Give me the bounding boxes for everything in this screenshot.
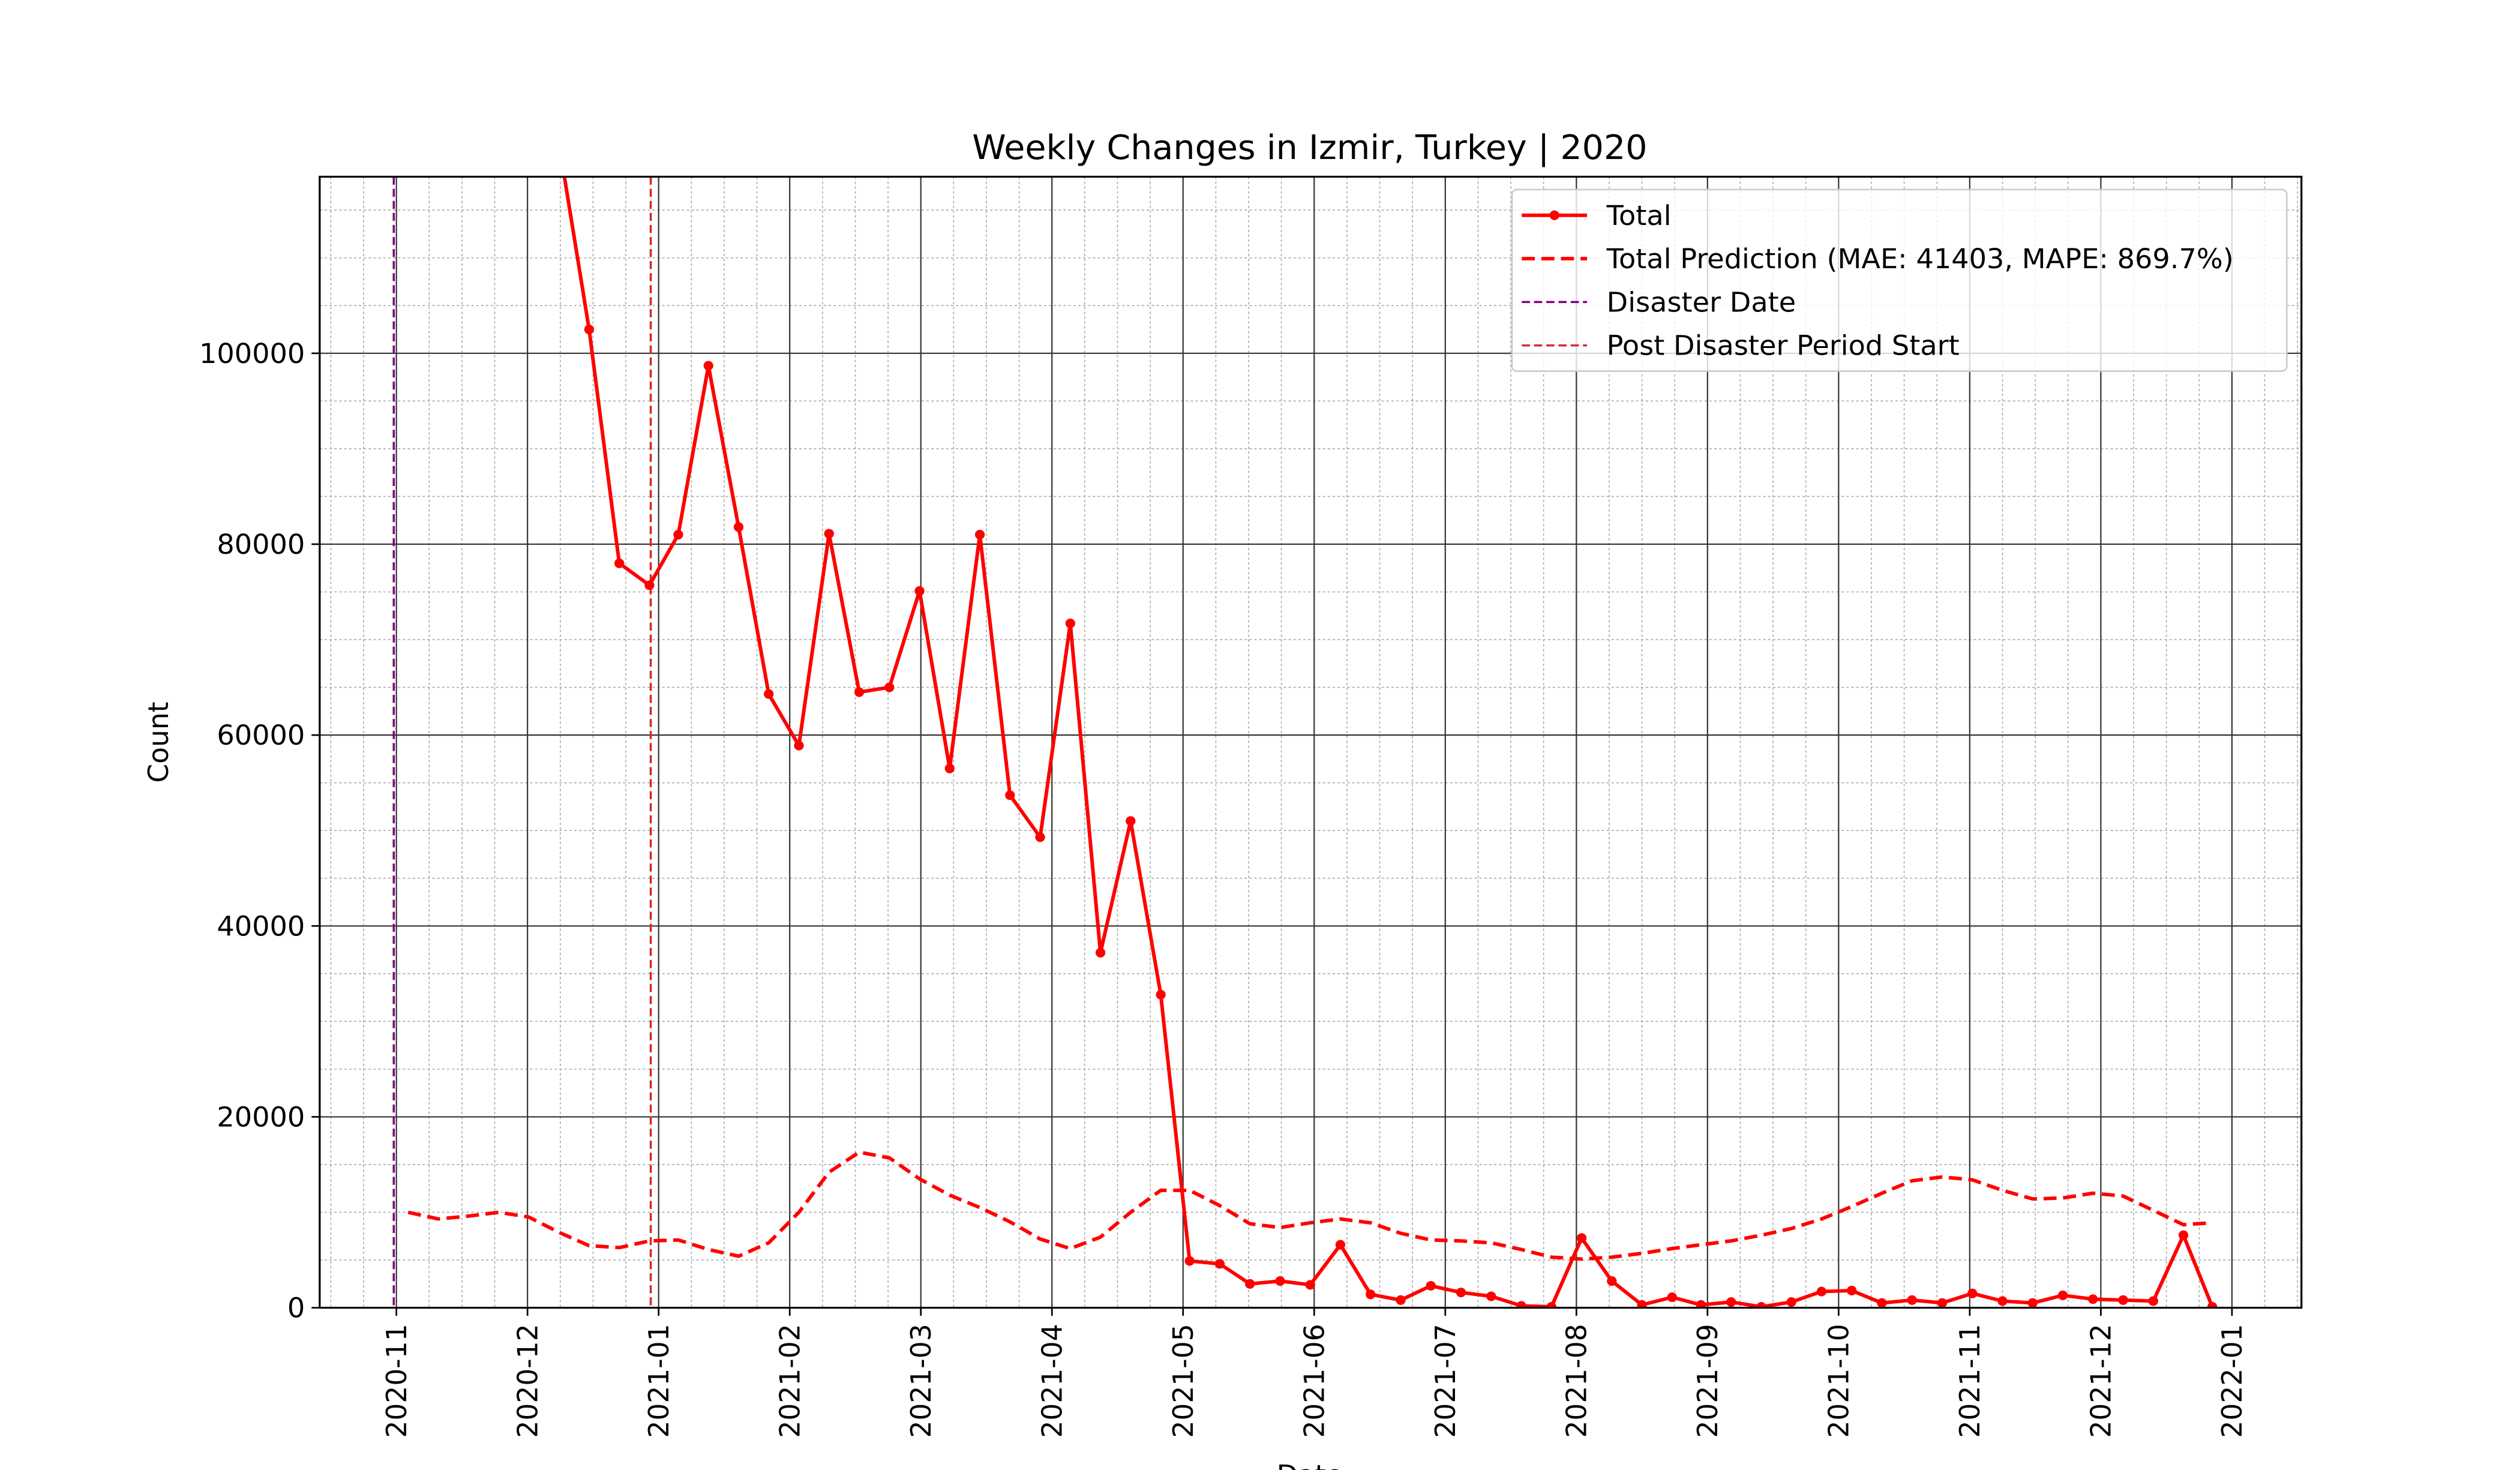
data-point bbox=[1907, 1295, 1917, 1305]
x-tick-label: 2021-04 bbox=[1036, 1324, 1068, 1438]
x-tick-label: 2021-12 bbox=[2084, 1324, 2117, 1438]
legend-label: Total Prediction (MAE: 41403, MAPE: 869.… bbox=[1606, 242, 2234, 275]
y-tick-label: 0 bbox=[287, 1292, 305, 1324]
x-tick-label: 2021-07 bbox=[1429, 1324, 1462, 1438]
x-tick-label: 2021-01 bbox=[643, 1324, 675, 1438]
data-point bbox=[584, 325, 595, 335]
legend-label: Total bbox=[1606, 199, 1672, 232]
data-point bbox=[1214, 1259, 1225, 1269]
x-tick-label: 2021-11 bbox=[1954, 1324, 1986, 1438]
data-point bbox=[1095, 947, 1106, 958]
chart-title: Weekly Changes in Izmir, Turkey | 2020 bbox=[972, 128, 1647, 167]
data-point bbox=[1756, 1301, 1766, 1308]
y-tick-label: 100000 bbox=[199, 337, 305, 370]
x-axis-label: Date bbox=[1277, 1459, 1343, 1470]
legend-label: Post Disaster Period Start bbox=[1607, 329, 1960, 362]
data-point bbox=[1546, 1301, 1556, 1308]
data-point bbox=[1156, 989, 1166, 1000]
x-tick-label: 2021-05 bbox=[1167, 1324, 1199, 1438]
data-point bbox=[1516, 1301, 1526, 1308]
data-point bbox=[1786, 1297, 1796, 1307]
data-point bbox=[1366, 1289, 1376, 1300]
data-point bbox=[1576, 1233, 1587, 1243]
data-point bbox=[2207, 1301, 2218, 1308]
data-point bbox=[1997, 1296, 2008, 1306]
data-point bbox=[1877, 1298, 1887, 1308]
legend-swatch-marker bbox=[1549, 210, 1559, 220]
data-point bbox=[794, 740, 804, 751]
data-point bbox=[1667, 1292, 1677, 1303]
plot-frame bbox=[319, 175, 2303, 1309]
data-point bbox=[1275, 1276, 1285, 1286]
data-point bbox=[944, 763, 955, 773]
plot-area bbox=[392, 176, 2218, 1308]
x-tick-label: 2022-01 bbox=[2216, 1324, 2248, 1438]
data-point bbox=[1937, 1298, 1948, 1308]
data-point bbox=[2178, 1230, 2189, 1240]
y-tick-label: 40000 bbox=[217, 910, 305, 943]
x-tick-label: 2021-09 bbox=[1691, 1324, 1724, 1438]
legend-label: Disaster Date bbox=[1607, 286, 1796, 319]
y-tick-label: 60000 bbox=[217, 719, 305, 752]
x-tick-label: 2020-12 bbox=[511, 1324, 544, 1438]
data-point bbox=[1305, 1280, 1315, 1290]
data-point bbox=[1637, 1300, 1647, 1308]
data-point bbox=[2088, 1294, 2098, 1304]
data-point bbox=[1696, 1300, 1706, 1308]
data-point bbox=[1065, 618, 1075, 629]
data-point bbox=[1245, 1279, 1255, 1289]
data-point bbox=[1396, 1295, 1406, 1305]
data-point bbox=[2118, 1295, 2128, 1305]
data-point bbox=[1607, 1276, 1617, 1286]
series-line bbox=[562, 176, 2214, 1308]
data-point bbox=[1816, 1286, 1827, 1297]
data-point bbox=[1005, 790, 1015, 800]
data-point bbox=[1126, 816, 1136, 826]
data-point bbox=[673, 530, 683, 540]
x-tick-label: 2021-02 bbox=[773, 1324, 806, 1438]
data-point bbox=[884, 682, 895, 692]
data-point bbox=[2148, 1296, 2158, 1306]
data-point bbox=[1847, 1285, 1857, 1295]
x-tick-label: 2020-11 bbox=[380, 1324, 413, 1438]
data-point bbox=[614, 558, 625, 568]
data-point bbox=[854, 687, 865, 697]
series-line bbox=[407, 1150, 2213, 1261]
y-axis-label: Count bbox=[142, 701, 175, 782]
data-point bbox=[914, 586, 925, 596]
data-point bbox=[644, 580, 655, 590]
data-point bbox=[2057, 1290, 2068, 1300]
y-tick-label: 80000 bbox=[217, 528, 305, 560]
x-tick-label: 2021-08 bbox=[1560, 1324, 1592, 1438]
data-point bbox=[1726, 1297, 1736, 1307]
data-point bbox=[1486, 1291, 1496, 1301]
x-tick-label: 2021-06 bbox=[1298, 1324, 1330, 1438]
data-point bbox=[1335, 1240, 1346, 1250]
legend: Total Total Prediction (MAE: 41403, MAPE:… bbox=[1511, 188, 2288, 372]
data-point bbox=[1184, 1256, 1195, 1266]
data-point bbox=[1967, 1288, 1978, 1298]
data-point bbox=[824, 529, 834, 539]
legend-box bbox=[1511, 188, 2288, 372]
x-tick-label: 2021-03 bbox=[905, 1324, 937, 1438]
x-tick-label: 2021-10 bbox=[1822, 1324, 1855, 1438]
data-point bbox=[764, 689, 774, 699]
data-point bbox=[1456, 1288, 1466, 1298]
data-point bbox=[703, 361, 713, 371]
data-point bbox=[2027, 1298, 2038, 1308]
data-point bbox=[1035, 832, 1045, 842]
data-point bbox=[733, 522, 744, 532]
data-point bbox=[1426, 1280, 1436, 1291]
data-point bbox=[974, 530, 985, 540]
y-tick-label: 20000 bbox=[217, 1101, 305, 1133]
